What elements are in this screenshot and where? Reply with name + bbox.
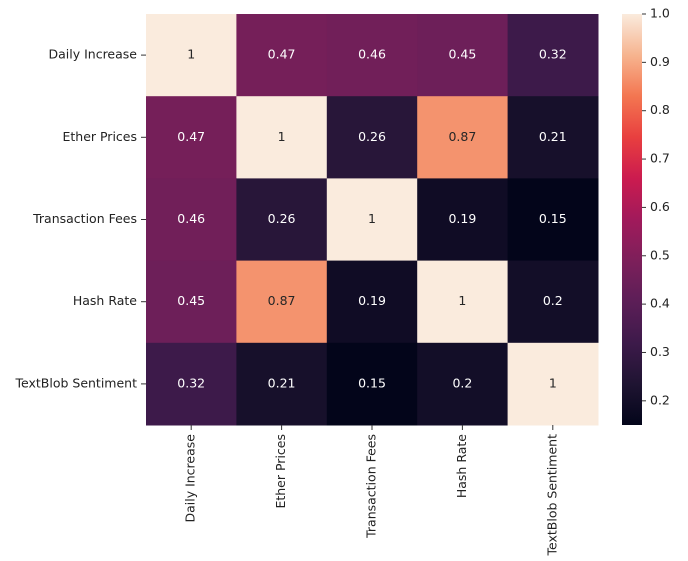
cell-label: 0.21 (539, 129, 567, 144)
heatmap-cell (146, 14, 237, 97)
heatmap-cell (326, 14, 418, 97)
cell-label: 1 (549, 375, 557, 390)
colorbar-tick-label: 0.4 (650, 296, 670, 311)
heatmap-cell (236, 342, 328, 426)
heatmap-cell (326, 342, 418, 426)
heatmap-cell (417, 96, 509, 179)
cell-label: 0.46 (358, 47, 386, 62)
heatmap-cell (417, 342, 509, 426)
heatmap-cell (417, 178, 509, 262)
cell-label: 0.19 (448, 211, 476, 226)
cell-label: 0.87 (448, 129, 476, 144)
heatmap-cell (507, 260, 599, 344)
cell-label: 0.26 (268, 211, 296, 226)
cell-label: 0.26 (358, 129, 386, 144)
colorbar (622, 14, 642, 425)
cell-label: 0.15 (539, 211, 567, 226)
colorbar-tick-label: 0.9 (650, 54, 670, 69)
cell-label: 0.45 (448, 47, 476, 62)
heatmap-cell (236, 178, 328, 262)
x-tick-label: Ether Prices (273, 434, 288, 509)
cell-label: 0.45 (177, 293, 205, 308)
heatmap-cell (507, 96, 599, 179)
cell-label: 0.87 (268, 293, 296, 308)
heatmap-cell (146, 178, 237, 262)
heatmap-cell (326, 96, 418, 179)
cell-label: 0.46 (177, 211, 205, 226)
heatmap-cell (326, 178, 418, 262)
y-tick-label: Ether Prices (62, 129, 137, 144)
cell-label: 0.2 (543, 293, 563, 308)
colorbar-tick-label: 0.7 (650, 151, 670, 166)
cell-label: 0.47 (268, 47, 296, 62)
x-tick-label: Transaction Fees (364, 434, 379, 539)
cell-label: 1 (278, 129, 286, 144)
colorbar-tick-label: 0.3 (650, 344, 670, 359)
heatmap-cell (236, 96, 328, 179)
x-tick-label: Daily Increase (183, 434, 198, 523)
heatmap-cell (417, 260, 509, 344)
cell-label: 0.2 (452, 375, 472, 390)
cell-label: 0.32 (539, 47, 567, 62)
heatmap-cell (146, 260, 237, 344)
cell-label: 0.21 (268, 375, 296, 390)
heatmap-cell (417, 14, 509, 97)
y-tick-label: Transaction Fees (32, 211, 137, 226)
x-tick-label: TextBlob Sentiment (544, 434, 559, 557)
heatmap-cell (146, 96, 237, 179)
cell-label: 0.15 (358, 375, 386, 390)
heatmap-cell (146, 342, 237, 426)
cell-label: 1 (187, 47, 195, 62)
cell-label: 1 (368, 211, 376, 226)
heatmap-cell (507, 14, 599, 97)
y-tick-label: TextBlob Sentiment (15, 375, 138, 390)
y-tick-label: Daily Increase (48, 47, 137, 62)
cell-label: 0.32 (177, 375, 205, 390)
colorbar-tick-label: 0.6 (650, 199, 670, 214)
colorbar-tick-label: 0.8 (650, 102, 670, 117)
colorbar-tick-label: 0.2 (650, 392, 670, 407)
cell-label: 0.19 (358, 293, 386, 308)
heatmap-cell (236, 14, 328, 97)
colorbar-tick-label: 1.0 (650, 6, 670, 21)
x-tick-label: Hash Rate (454, 434, 469, 498)
cell-label: 0.47 (177, 129, 205, 144)
heatmap-cell (236, 260, 328, 344)
heatmap-cell (326, 260, 418, 344)
heatmap-cell (507, 342, 599, 426)
cell-label: 1 (458, 293, 466, 308)
heatmap-cell (507, 178, 599, 262)
colorbar-tick-label: 0.5 (650, 247, 670, 262)
y-tick-label: Hash Rate (73, 293, 137, 308)
